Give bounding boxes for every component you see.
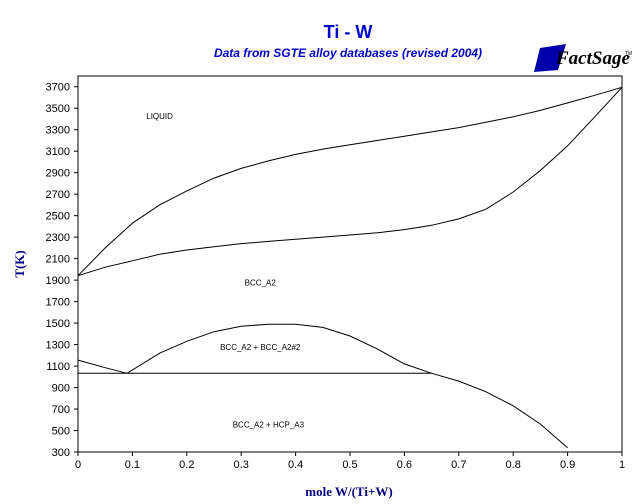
y-tick-label: 300 bbox=[52, 447, 70, 459]
y-tick-label: 2500 bbox=[46, 211, 70, 223]
y-tick-label: 2100 bbox=[46, 254, 70, 266]
y-tick-label: 3500 bbox=[46, 103, 70, 115]
liquidus-line bbox=[77, 86, 623, 277]
x-tick-label: 0.9 bbox=[560, 459, 575, 471]
y-tick-label: 2700 bbox=[46, 189, 70, 201]
phase-region-label: BCC_A2 + BCC_A2#2 bbox=[220, 343, 301, 352]
y-tick-label: 2900 bbox=[46, 168, 70, 180]
chart-title: Ti - W bbox=[324, 22, 373, 42]
x-axis: 0 0.1 0.2 0.3 0.4 0.5 0.6 0.7 0.8 0.9 1 bbox=[75, 452, 625, 471]
phase-region-label: LIQUID bbox=[146, 112, 173, 121]
x-axis-title: mole W/(Ti+W) bbox=[305, 484, 392, 499]
factsage-logo-mark bbox=[534, 44, 566, 72]
y-tick-label: 700 bbox=[52, 404, 70, 416]
y-tick-label: 1700 bbox=[46, 297, 70, 309]
phase-region-label: BCC_A2 bbox=[245, 278, 277, 287]
y-axis-title: T(K) bbox=[12, 250, 27, 277]
chart-subtitle: Data from SGTE alloy databases (revised … bbox=[214, 46, 482, 60]
x-tick-label: 0 bbox=[75, 459, 81, 471]
y-tick-label: 500 bbox=[52, 426, 70, 438]
factsage-logo-trademark: TM bbox=[625, 51, 632, 57]
miscibility-gap-line bbox=[126, 323, 432, 374]
x-tick-label: 0.1 bbox=[125, 459, 140, 471]
y-tick-label: 1100 bbox=[46, 361, 70, 373]
y-tick-label: 1500 bbox=[46, 318, 70, 330]
x-tick-label: 0.5 bbox=[342, 459, 357, 471]
x-tick-label: 0.7 bbox=[451, 459, 466, 471]
ti-rich-boundary-line bbox=[77, 359, 128, 374]
solidus-line bbox=[77, 86, 623, 277]
factsage-logo-icon: FactSage TM bbox=[534, 44, 632, 72]
x-tick-label: 0.8 bbox=[506, 459, 521, 471]
phase-boundaries bbox=[77, 86, 623, 449]
phase-region-label: BCC_A2 + HCP_A3 bbox=[233, 420, 305, 429]
x-tick-label: 0.3 bbox=[234, 459, 249, 471]
phase-region-labels: LIQUID BCC_A2 BCC_A2 + BCC_A2#2 BCC_A2 + HC… bbox=[146, 112, 304, 429]
w-solvus-line bbox=[431, 372, 568, 449]
y-tick-label: 2300 bbox=[46, 232, 70, 244]
y-tick-label: 1900 bbox=[46, 275, 70, 287]
y-tick-label: 900 bbox=[52, 383, 70, 395]
x-tick-label: 1 bbox=[619, 459, 625, 471]
plot-area-frame bbox=[77, 75, 623, 453]
y-tick-label: 1300 bbox=[46, 340, 70, 352]
x-tick-label: 0.4 bbox=[288, 459, 303, 471]
y-tick-label: 3700 bbox=[46, 82, 70, 94]
factsage-logo-text: FactSage bbox=[555, 48, 630, 69]
y-axis: 300 500 700 900 1100 1300 1500 1700 1900 2100 2300… bbox=[46, 82, 78, 459]
x-tick-label: 0.6 bbox=[397, 459, 412, 471]
y-tick-label: 3300 bbox=[46, 125, 70, 137]
y-tick-label: 3100 bbox=[46, 146, 70, 158]
x-tick-label: 0.2 bbox=[179, 459, 194, 471]
